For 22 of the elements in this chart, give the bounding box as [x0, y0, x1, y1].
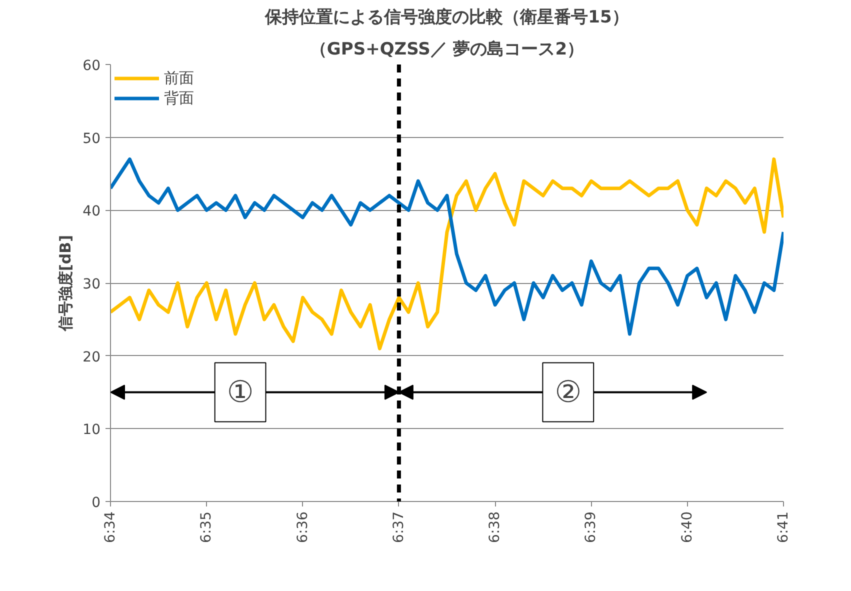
y-axis-title: 信号強度[dB] — [56, 235, 75, 332]
chart-title: 保持位置による信号強度の比較（衛星番号15） — [264, 8, 629, 28]
legend-label: 前面 — [164, 68, 194, 88]
annotation: ② — [554, 374, 582, 410]
y-tick-label: 40 — [82, 204, 101, 220]
x-tick-label: 6:37 — [390, 511, 407, 543]
chart-subtitle: （GPS+QZSS／ 夢の島コース2） — [310, 40, 584, 60]
annotation: ① — [226, 374, 254, 410]
x-tick-label: 6:40 — [679, 511, 696, 543]
x-tick-label: 6:41 — [776, 511, 792, 543]
y-tick-label: 30 — [82, 276, 101, 292]
y-tick-label: 0 — [92, 495, 101, 511]
y-tick-label: 60 — [82, 58, 101, 74]
y-tick-label: 20 — [82, 349, 101, 366]
legend-label: 背面 — [164, 88, 194, 108]
y-tick-label: 50 — [82, 130, 101, 147]
x-tick-label: 6:39 — [583, 511, 600, 543]
x-tick-label: 6:36 — [294, 511, 311, 543]
y-tick-label: 10 — [82, 422, 101, 438]
x-tick-label: 6:35 — [198, 511, 215, 543]
x-tick-label: 6:34 — [102, 511, 118, 543]
x-tick-label: 6:38 — [487, 511, 504, 543]
